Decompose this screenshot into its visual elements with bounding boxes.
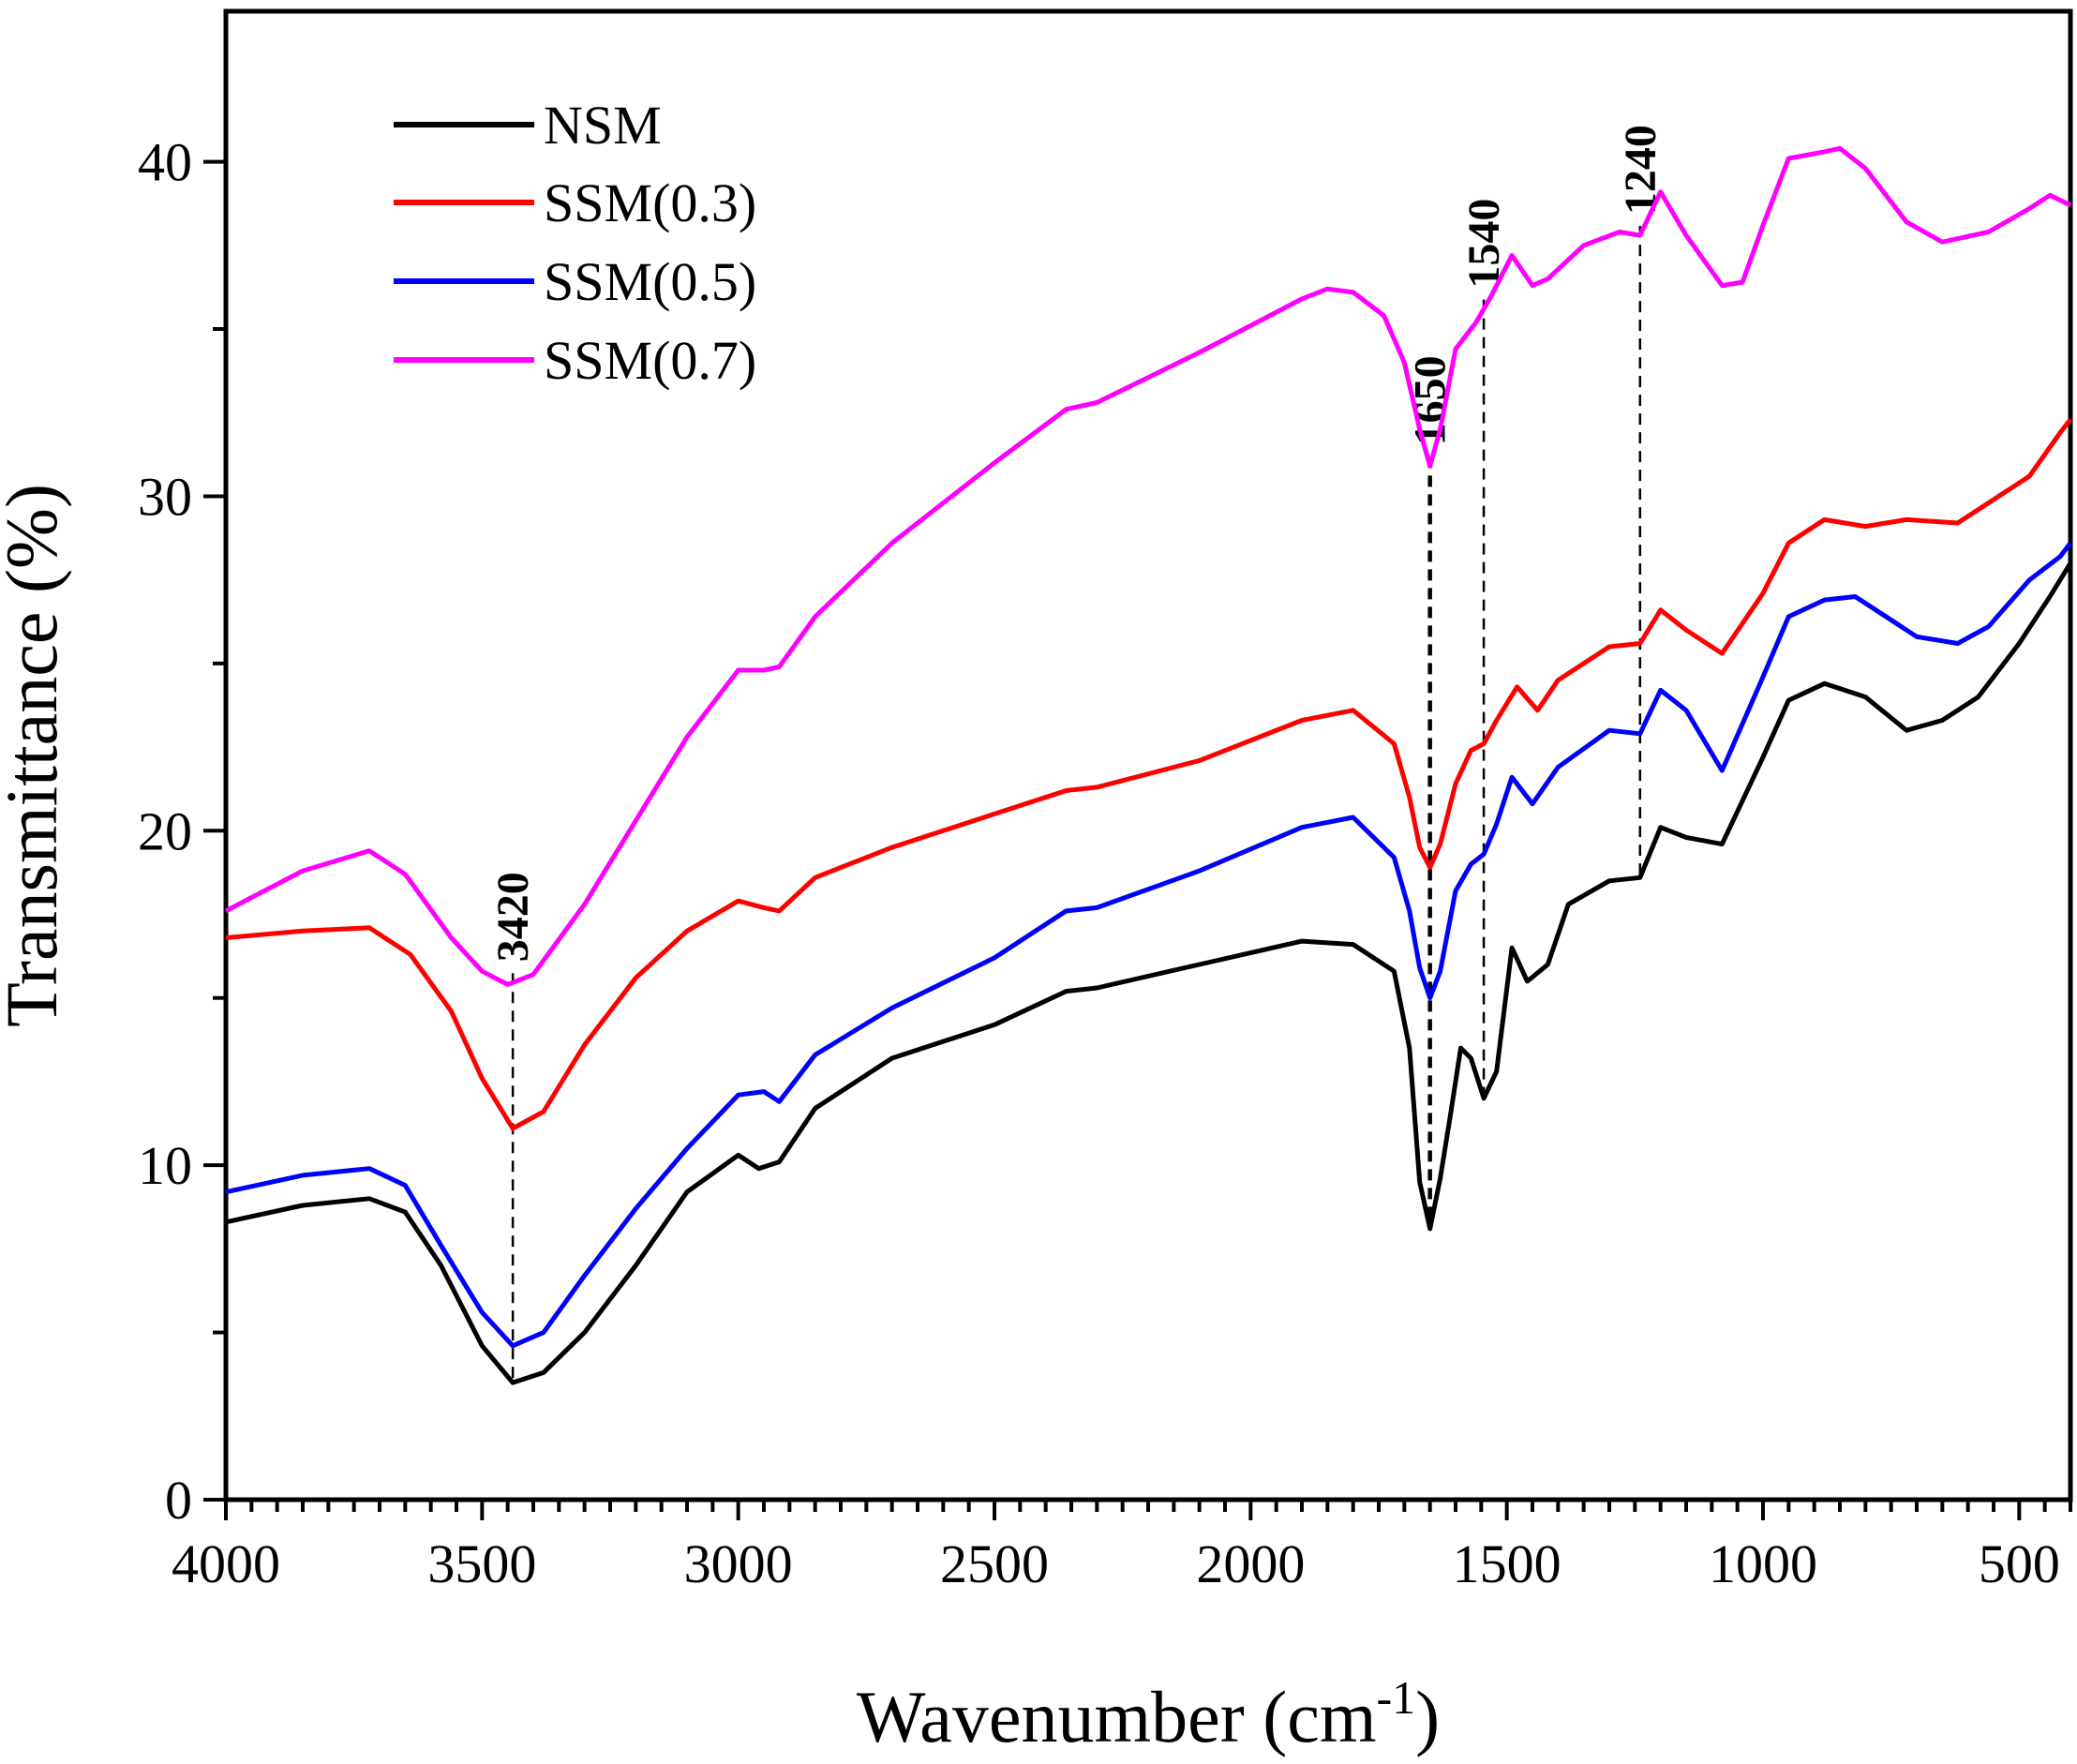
legend: NSM SSM(0.3) SSM(0.5) SSM(0.7) [394, 95, 756, 391]
series-line-nsm [225, 561, 2073, 1385]
y-axis-title: Transmittance (%) [0, 484, 72, 1027]
legend-label-nsm: NSM [544, 95, 662, 156]
legend-label-ssm-0-5: SSM(0.5) [544, 251, 756, 312]
x-tick-label: 2500 [940, 1533, 1049, 1594]
legend-label-ssm-0-7: SSM(0.7) [544, 330, 756, 391]
annotation-label-3420: 3420 [488, 872, 538, 962]
y-axis-ticks: 0 10 20 30 40 [138, 132, 226, 1531]
y-tick-label: 0 [165, 1470, 192, 1531]
x-tick-label: 3000 [684, 1533, 793, 1594]
x-tick-label: 2000 [1196, 1533, 1305, 1594]
y-tick-label: 40 [138, 132, 192, 193]
x-tick-label: 500 [1979, 1533, 2060, 1594]
y-tick-label: 30 [138, 466, 192, 527]
x-tick-label: 3500 [427, 1533, 536, 1594]
series-line-ssm-0-5 [225, 541, 2072, 1349]
x-tick-label: 1000 [1709, 1533, 1817, 1594]
series-line-ssm-0-7 [224, 145, 2072, 987]
x-axis-ticks: 4000 3500 3000 2500 2000 1500 1000 500 [172, 1500, 2072, 1594]
x-tick-label: 4000 [172, 1533, 280, 1594]
y-tick-label: 20 [138, 800, 192, 861]
legend-label-ssm-0-3: SSM(0.3) [544, 172, 756, 233]
y-tick-label: 10 [138, 1135, 192, 1196]
data-series [224, 145, 2073, 1385]
x-tick-label: 1500 [1453, 1533, 1561, 1594]
series-line-ssm-0-3 [225, 417, 2072, 1131]
x-axis-title: Wavenumber (cm-1) [857, 1671, 1440, 1757]
